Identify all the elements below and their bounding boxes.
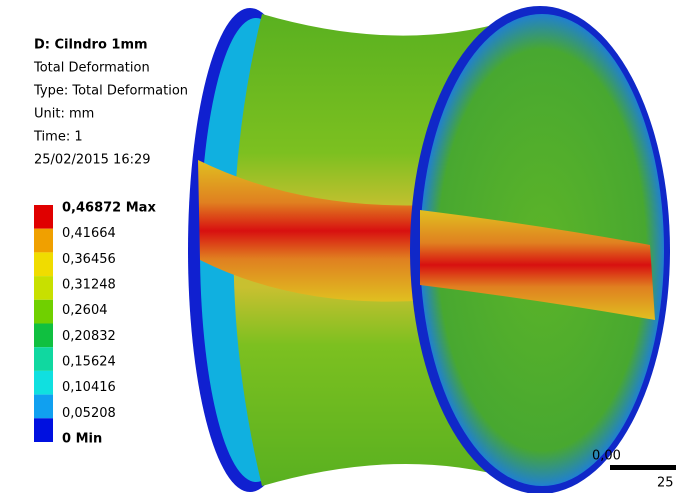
legend-label: 0,36456 xyxy=(62,252,116,267)
legend-swatch xyxy=(34,229,53,253)
legend-swatch xyxy=(34,347,53,371)
legend-swatch xyxy=(34,300,53,324)
legend-swatch xyxy=(34,395,53,419)
legend-swatch xyxy=(34,252,53,276)
legend-swatch xyxy=(34,276,53,300)
legend-label: 0,46872 Max xyxy=(62,201,156,216)
legend-label: 0 Min xyxy=(62,432,102,447)
legend-label: 0,10416 xyxy=(62,380,116,395)
scale-start: 0,00 xyxy=(592,449,621,464)
legend-swatch xyxy=(34,418,53,442)
legend-label: 0,05208 xyxy=(62,406,116,421)
legend-label: 0,2604 xyxy=(62,303,108,318)
scale-bar-line xyxy=(610,465,676,470)
result-view: D: Cilndro 1mm Total Deformation Type: T… xyxy=(0,0,676,493)
scale-bar: 0,00 25 xyxy=(592,449,676,491)
header-line: 25/02/2015 16:29 xyxy=(34,153,151,168)
header-line: Time: 1 xyxy=(33,130,83,145)
legend-label: 0,20832 xyxy=(62,329,116,344)
header-line: Type: Total Deformation xyxy=(33,84,188,99)
legend-label: 0,41664 xyxy=(62,226,116,241)
legend-label: 0,31248 xyxy=(62,278,116,293)
legend-swatch xyxy=(34,371,53,395)
scale-end: 25 xyxy=(657,476,674,491)
legend-swatch xyxy=(34,324,53,348)
header: D: Cilndro 1mm Total Deformation Type: T… xyxy=(33,38,188,168)
header-title: D: Cilndro 1mm xyxy=(34,38,148,53)
legend-swatch xyxy=(34,205,53,229)
model xyxy=(188,6,670,493)
legend: 0,46872 Max 0,41664 0,36456 0,31248 0,2604 0,… xyxy=(34,201,156,447)
header-line: Total Deformation xyxy=(33,61,150,76)
legend-label: 0,15624 xyxy=(62,355,116,370)
header-line: Unit: mm xyxy=(34,107,94,122)
